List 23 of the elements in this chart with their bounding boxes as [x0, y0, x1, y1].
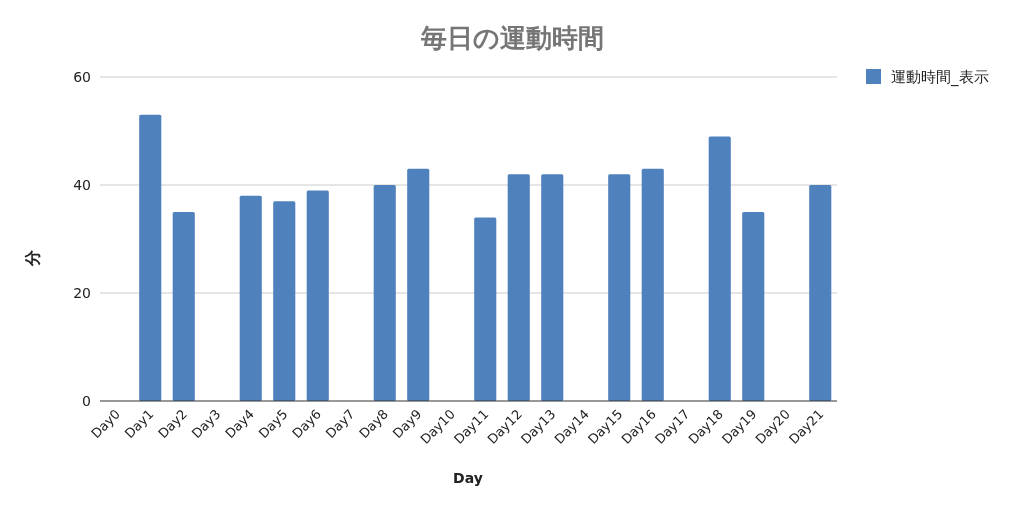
bar: [608, 174, 631, 401]
bar: [641, 168, 664, 401]
chart-title: 毎日の運動時間: [419, 23, 604, 53]
bar: [306, 190, 329, 401]
bar: [273, 201, 296, 401]
bar: [541, 174, 564, 401]
bar: [172, 212, 195, 401]
y-tick-label: 40: [73, 177, 91, 193]
y-tick-label: 60: [73, 69, 91, 85]
bar: [407, 168, 430, 401]
legend-label: 運動時間_表示: [891, 68, 989, 87]
y-tick-label: 0: [82, 393, 91, 409]
x-axis-title: Day: [453, 470, 483, 486]
bar: [507, 174, 530, 401]
bar: [474, 217, 497, 401]
y-axis-title: 分: [23, 249, 42, 267]
bar: [742, 212, 765, 401]
bar: [139, 114, 162, 401]
bar: [373, 185, 396, 401]
bar: [239, 195, 262, 401]
y-tick-label: 20: [73, 285, 91, 301]
bar: [809, 185, 832, 401]
bar: [708, 136, 731, 401]
